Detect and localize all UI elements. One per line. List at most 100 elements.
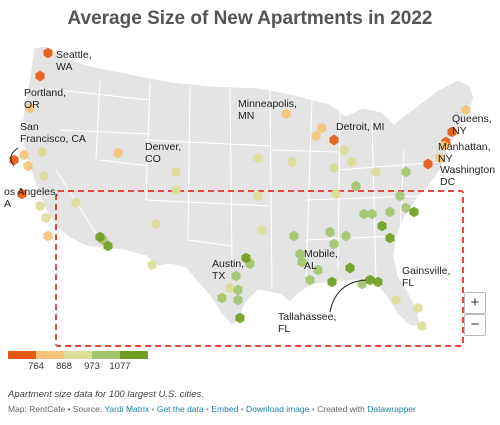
- city-hex-durham[interactable]: [409, 206, 419, 218]
- city-hex-albuquerque[interactable]: [151, 218, 161, 230]
- zoom-out-button[interactable]: −: [464, 314, 486, 336]
- label-line: Denver,: [145, 141, 181, 153]
- city-hex-mobile[interactable]: [327, 276, 337, 288]
- city-hex-chicago[interactable]: [311, 130, 321, 142]
- label-line: Manhattan,: [438, 141, 491, 153]
- label-line: Portland,: [24, 87, 66, 99]
- label-line: Francisco, CA: [20, 133, 86, 145]
- city-hex-coloradosprings[interactable]: [171, 166, 181, 178]
- city-hex-queens[interactable]: [447, 126, 457, 138]
- city-hex-stlouis[interactable]: [287, 156, 297, 168]
- us-map[interactable]: Seattle, WA Portland, OR San Francisco, CA os …: [0, 32, 500, 352]
- city-hex-columbia[interactable]: [377, 220, 387, 232]
- label-mobile: Mobile, AL: [304, 248, 338, 272]
- city-hex-tacoma[interactable]: [35, 70, 45, 82]
- city-hex-houston[interactable]: [235, 312, 245, 324]
- city-hex-birmingham[interactable]: [329, 238, 339, 250]
- label-tallahassee: Tallahassee, FL: [278, 311, 336, 335]
- label-line: TX: [212, 270, 225, 282]
- city-hex-washington[interactable]: [423, 158, 433, 170]
- city-hex-boston[interactable]: [461, 104, 471, 116]
- city-hex-sanantonio[interactable]: [231, 270, 241, 282]
- city-hex-norfolk[interactable]: [401, 166, 411, 178]
- legend-ticks: 764 868 973 1077: [8, 359, 148, 373]
- city-hex-kansascity[interactable]: [253, 190, 263, 202]
- label-line: OR: [24, 99, 40, 111]
- city-hex-pittsburgh[interactable]: [371, 166, 381, 178]
- city-hex-orlando[interactable]: [391, 294, 401, 306]
- city-hex-oakland[interactable]: [19, 149, 29, 161]
- city-hex-richmond[interactable]: [395, 190, 405, 202]
- zoom-in-button[interactable]: +: [464, 292, 486, 314]
- city-hex-littlerock[interactable]: [295, 248, 305, 260]
- label-losangeles: os Angeles, A: [4, 186, 58, 210]
- city-hex-atlanta[interactable]: [341, 230, 351, 242]
- city-hex-greensboro[interactable]: [385, 206, 395, 218]
- city-hex-jacksonville[interactable]: [357, 278, 367, 290]
- label-austin: Austin, TX: [212, 258, 244, 282]
- city-hex-laredo[interactable]: [217, 292, 227, 304]
- city-hex-lexington[interactable]: [351, 180, 361, 192]
- get-data-link[interactable]: Get the data: [156, 404, 204, 414]
- legend-tick: 973: [84, 361, 100, 372]
- label-line: DC: [440, 176, 456, 188]
- label-line: Tallahassee,: [278, 311, 336, 323]
- city-hex-columbus[interactable]: [347, 156, 357, 168]
- city-hex-lasvegas[interactable]: [71, 197, 81, 209]
- label-line: NY: [452, 125, 467, 137]
- source-link[interactable]: Yardi Matrix: [104, 404, 150, 414]
- city-hex-wichita[interactable]: [257, 224, 267, 236]
- city-hex-philadelphia[interactable]: [435, 152, 445, 164]
- label-line: Seattle,: [56, 49, 92, 61]
- city-hex-cincinnati[interactable]: [329, 162, 339, 174]
- city-hex-milwaukee[interactable]: [317, 122, 327, 134]
- city-hex-newark[interactable]: [439, 140, 449, 152]
- city-hex-tampa[interactable]: [413, 302, 423, 314]
- city-hex-gainsville[interactable]: [373, 276, 383, 288]
- city-labels: Seattle, WA Portland, OR San Francisco, CA os …: [4, 49, 495, 335]
- city-hex-fresno[interactable]: [39, 170, 49, 182]
- city-hex-louisville[interactable]: [331, 188, 341, 200]
- city-hex-indianapolis[interactable]: [339, 144, 349, 156]
- legend-swatch-4: [92, 351, 120, 359]
- label-line: Mobile,: [304, 248, 338, 260]
- city-hex-seattle[interactable]: [43, 47, 53, 59]
- city-hex-elpaso[interactable]: [171, 184, 181, 196]
- city-hex-anaheim[interactable]: [41, 212, 51, 224]
- city-hex-denver[interactable]: [113, 147, 123, 159]
- city-hex-knoxville[interactable]: [359, 208, 369, 220]
- city-hex-austin[interactable]: [241, 252, 251, 264]
- legend-tick: 764: [28, 361, 44, 372]
- city-hex-losangeles[interactable]: [17, 188, 27, 200]
- city-hex-nashville[interactable]: [325, 226, 335, 238]
- city-markers[interactable]: [9, 47, 471, 332]
- city-hex-omaha[interactable]: [253, 152, 263, 164]
- city-hex-neworleans[interactable]: [313, 264, 323, 276]
- city-hex-tulsa[interactable]: [233, 284, 243, 296]
- city-hex-portland[interactable]: [25, 102, 35, 114]
- city-hex-charlotte[interactable]: [367, 208, 377, 220]
- city-hex-detroit[interactable]: [329, 134, 339, 146]
- city-hex-bakersfield[interactable]: [35, 200, 45, 212]
- city-hex-corpuschristi[interactable]: [225, 282, 235, 294]
- city-hex-sacramento[interactable]: [37, 146, 47, 158]
- label-washington: Washington DC: [440, 164, 495, 188]
- download-image-link[interactable]: Download image: [246, 404, 310, 414]
- city-hex-fortworth[interactable]: [233, 294, 243, 306]
- city-hex-raleigh[interactable]: [401, 202, 411, 214]
- city-hex-sanjose[interactable]: [23, 160, 33, 172]
- city-hex-minneapolis[interactable]: [281, 108, 291, 120]
- city-hex-miami[interactable]: [417, 320, 427, 332]
- city-hex-mesa[interactable]: [103, 240, 113, 252]
- city-hex-sandiego[interactable]: [43, 230, 53, 242]
- city-hex-savannah[interactable]: [385, 232, 395, 244]
- city-hex-memphis[interactable]: [289, 230, 299, 242]
- city-hex-tallahassee[interactable]: [365, 274, 375, 286]
- city-hex-batonrouge[interactable]: [305, 274, 315, 286]
- city-hex-henderson[interactable]: [95, 231, 105, 243]
- city-hex-tucson[interactable]: [147, 259, 157, 271]
- city-hex-jackson[interactable]: [297, 256, 307, 268]
- city-hex-montgomery[interactable]: [345, 262, 355, 274]
- embed-link[interactable]: Embed: [211, 404, 239, 414]
- datawrapper-link[interactable]: Datawrapper: [367, 404, 416, 414]
